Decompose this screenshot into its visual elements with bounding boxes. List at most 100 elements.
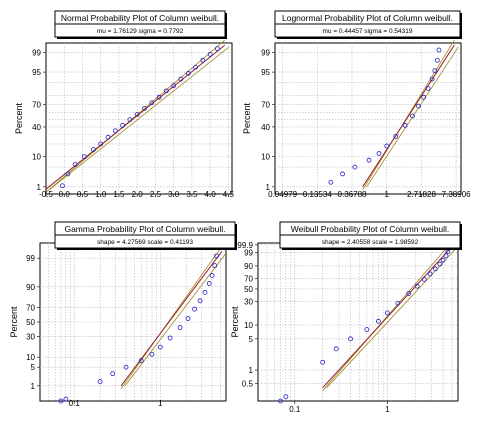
- grid-lines: [40, 243, 226, 401]
- data-point: [436, 47, 442, 53]
- y-tick-label: 1: [249, 366, 254, 375]
- data-point: [63, 396, 69, 402]
- data-point: [134, 112, 140, 117]
- data-point: [142, 106, 147, 111]
- y-tick-labels: 1 10 40 70 95 99: [261, 48, 270, 191]
- data-point: [178, 76, 184, 82]
- data-point: [427, 271, 433, 277]
- data-point: [333, 346, 339, 352]
- y-tick-label: 10: [244, 321, 253, 330]
- confidence-band-upper: [49, 46, 229, 190]
- data-point: [366, 157, 372, 163]
- subtitle-box: [54, 234, 236, 249]
- data-point: [410, 113, 415, 119]
- data-point: [209, 273, 215, 278]
- data-point: [384, 310, 390, 316]
- data-point: [402, 123, 408, 128]
- data-point: [171, 83, 177, 89]
- data-point: [105, 134, 111, 140]
- data-point: [97, 379, 103, 384]
- data-points: [60, 46, 220, 189]
- data-point: [395, 300, 401, 306]
- data-point: [328, 179, 334, 185]
- plot-frame: [274, 42, 462, 195]
- data-point: [437, 261, 443, 267]
- y-tick-labels: 1 10 40 70 95 99: [32, 48, 41, 191]
- y-tick-label: 99: [261, 48, 270, 57]
- data-point: [120, 123, 125, 128]
- data-point: [127, 117, 133, 123]
- data-point: [421, 94, 427, 100]
- y-tick-label: 99: [244, 249, 253, 258]
- data-point: [60, 183, 65, 189]
- data-point: [177, 325, 183, 330]
- y-axis-label: Percent: [9, 306, 19, 338]
- confidence-band-upper: [124, 253, 227, 387]
- y-tick-label: 90: [26, 283, 35, 292]
- data-point: [202, 289, 208, 295]
- y-tick-label: 50: [244, 285, 253, 294]
- grid-lines: [46, 43, 232, 194]
- chart-title: Lognormal Probability Plot of Column wei…: [282, 13, 453, 23]
- y-tick-label: 70: [244, 274, 253, 283]
- data-point: [278, 398, 283, 404]
- data-point: [163, 88, 169, 94]
- data-point: [283, 394, 289, 400]
- data-point: [200, 57, 206, 63]
- y-tick-labels: 1 510 30 50 70 90 99: [26, 254, 35, 391]
- y-tick-label: 99.9: [237, 241, 253, 250]
- chart-title: Normal Probability Plot of Column weibul…: [61, 13, 219, 23]
- chart-subtitle: mu = 1.76129 sigma = 0.7792: [97, 28, 184, 35]
- confidence-band-lower: [322, 239, 454, 391]
- y-tick-label: 99: [26, 254, 35, 263]
- chart-subtitle: shape = 4.27569 scale = 0.41193: [97, 239, 193, 246]
- data-point: [348, 336, 353, 342]
- data-point: [98, 141, 104, 147]
- data-point: [157, 344, 163, 350]
- chart-panel-3: 0.1115103050709099PercentGamma Probabili…: [9, 221, 237, 408]
- y-tick-label: 10: [26, 353, 35, 362]
- y-axis-label: Percent: [14, 102, 24, 134]
- data-points: [328, 47, 442, 185]
- confidence-band-lower: [362, 39, 455, 191]
- data-point: [81, 154, 87, 160]
- data-point: [215, 46, 220, 52]
- y-tick-label: 5: [249, 335, 254, 344]
- y-tick-label: 99: [32, 48, 41, 57]
- data-point: [185, 71, 191, 76]
- confidence-band-upper: [326, 246, 458, 388]
- data-point: [123, 364, 129, 370]
- y-tick-label: 95: [32, 68, 41, 77]
- chart-subtitle: shape = 2.40558 scale = 1.98592: [322, 239, 419, 246]
- data-point: [414, 283, 420, 289]
- data-point: [149, 351, 155, 357]
- grid-lines: [275, 43, 461, 194]
- data-point: [434, 57, 440, 63]
- data-point: [425, 85, 431, 91]
- data-point: [421, 276, 427, 282]
- y-tick-label: 95: [261, 68, 270, 77]
- data-point: [432, 68, 438, 74]
- y-tick-label: 50: [26, 318, 35, 327]
- y-tick-label: 0.5: [242, 379, 254, 388]
- chart-panel-2: 0.049790.135340.3678812.718287.389061104…: [242, 10, 471, 199]
- y-tick-label: 70: [261, 100, 270, 109]
- y-tick-label: 30: [244, 298, 253, 307]
- data-point: [138, 358, 144, 363]
- y-tick-label: 70: [26, 304, 35, 313]
- data-points: [58, 244, 220, 404]
- data-point: [416, 103, 421, 109]
- data-point: [375, 318, 381, 324]
- data-point: [364, 327, 370, 332]
- data-point: [440, 257, 446, 263]
- y-tick-label: 70: [32, 100, 41, 109]
- y-tick-label: 1: [31, 382, 36, 391]
- subtitle-box: [54, 23, 226, 38]
- grid-lines: [258, 243, 458, 401]
- confidence-band-upper: [366, 46, 459, 188]
- data-point: [149, 100, 155, 106]
- data-point: [112, 128, 118, 134]
